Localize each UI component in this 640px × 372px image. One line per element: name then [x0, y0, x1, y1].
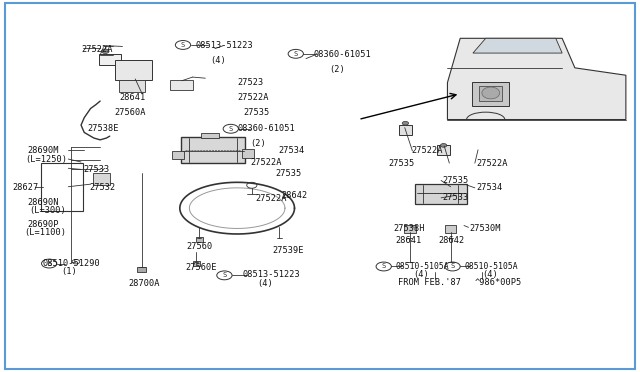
Text: ^986*00P5: ^986*00P5 — [474, 278, 522, 287]
Text: 27522A: 27522A — [411, 147, 443, 155]
FancyBboxPatch shape — [196, 237, 204, 242]
Circle shape — [101, 49, 109, 54]
Text: (4): (4) — [483, 270, 499, 279]
Text: (2): (2) — [329, 65, 345, 74]
Text: 27538H: 27538H — [394, 224, 425, 233]
Circle shape — [402, 121, 408, 125]
Text: (L=1100): (L=1100) — [24, 228, 67, 237]
FancyBboxPatch shape — [445, 225, 456, 232]
FancyBboxPatch shape — [115, 60, 152, 80]
Text: 08510-5105A: 08510-5105A — [395, 262, 449, 271]
Text: 27560: 27560 — [186, 243, 212, 251]
Text: 27533: 27533 — [442, 193, 468, 202]
FancyBboxPatch shape — [93, 173, 110, 185]
Text: (1): (1) — [61, 267, 77, 276]
Text: 27535: 27535 — [244, 108, 270, 117]
Text: S: S — [181, 42, 185, 48]
Text: 28627: 28627 — [13, 183, 39, 192]
FancyBboxPatch shape — [118, 80, 145, 92]
FancyBboxPatch shape — [399, 125, 412, 135]
Ellipse shape — [482, 87, 500, 99]
Text: 28642: 28642 — [438, 236, 464, 245]
Text: 28690N: 28690N — [27, 198, 58, 207]
FancyBboxPatch shape — [172, 151, 184, 159]
Text: (2): (2) — [250, 139, 266, 148]
Text: 27523: 27523 — [237, 78, 264, 87]
Text: 27522A: 27522A — [237, 93, 269, 102]
Polygon shape — [473, 38, 562, 53]
FancyBboxPatch shape — [415, 184, 467, 204]
Circle shape — [440, 144, 447, 147]
Text: 27522A: 27522A — [250, 157, 282, 167]
Text: 27522A: 27522A — [255, 195, 287, 203]
FancyBboxPatch shape — [193, 261, 200, 266]
FancyBboxPatch shape — [242, 150, 254, 158]
Text: 08513-51223: 08513-51223 — [243, 270, 300, 279]
Text: 28690P: 28690P — [27, 220, 58, 229]
Text: 27535: 27535 — [442, 176, 468, 185]
Text: S: S — [381, 263, 386, 269]
FancyBboxPatch shape — [202, 133, 219, 138]
Text: 28641: 28641 — [396, 236, 422, 245]
FancyBboxPatch shape — [170, 80, 193, 90]
Polygon shape — [447, 38, 626, 119]
Text: 28690M: 28690M — [27, 147, 58, 155]
Text: (L=1250): (L=1250) — [26, 154, 68, 164]
Text: 08360-61051: 08360-61051 — [237, 124, 295, 133]
Text: 08510-5105A: 08510-5105A — [464, 262, 518, 271]
Text: 08510-51290: 08510-51290 — [43, 259, 100, 268]
Text: 27535: 27535 — [275, 169, 301, 177]
Text: 27533: 27533 — [83, 165, 109, 174]
Text: 27560E: 27560E — [185, 263, 216, 272]
Text: 27534: 27534 — [278, 147, 305, 155]
Text: (4): (4) — [257, 279, 273, 288]
FancyBboxPatch shape — [404, 225, 415, 232]
Text: 27538E: 27538E — [88, 124, 119, 133]
FancyBboxPatch shape — [437, 145, 450, 155]
Text: 28641: 28641 — [119, 93, 145, 102]
FancyBboxPatch shape — [479, 86, 502, 102]
Text: (L=300): (L=300) — [29, 206, 66, 215]
Text: S: S — [47, 260, 51, 266]
Text: 08513-51223: 08513-51223 — [196, 41, 253, 50]
Text: (4): (4) — [211, 56, 226, 65]
Text: 27535: 27535 — [389, 158, 415, 168]
Text: FROM FEB.'87: FROM FEB.'87 — [397, 278, 461, 287]
Text: 27530M: 27530M — [470, 224, 501, 233]
Text: S: S — [451, 263, 454, 269]
Text: 28700A: 28700A — [129, 279, 161, 288]
Text: S: S — [294, 51, 298, 57]
FancyBboxPatch shape — [472, 82, 509, 106]
Text: 27532: 27532 — [90, 183, 116, 192]
FancyBboxPatch shape — [137, 267, 146, 272]
FancyBboxPatch shape — [181, 137, 246, 163]
Text: (4): (4) — [413, 270, 429, 279]
FancyBboxPatch shape — [99, 54, 120, 65]
Text: S: S — [228, 126, 233, 132]
Text: 27539E: 27539E — [272, 246, 304, 255]
Text: 27522A: 27522A — [476, 158, 508, 168]
Text: 27522A: 27522A — [81, 45, 113, 54]
Text: 08360-61051: 08360-61051 — [314, 51, 371, 60]
Text: S: S — [222, 272, 227, 278]
Text: 27560A: 27560A — [115, 108, 147, 117]
Text: 27534: 27534 — [476, 183, 502, 192]
Text: 28642: 28642 — [282, 191, 308, 200]
